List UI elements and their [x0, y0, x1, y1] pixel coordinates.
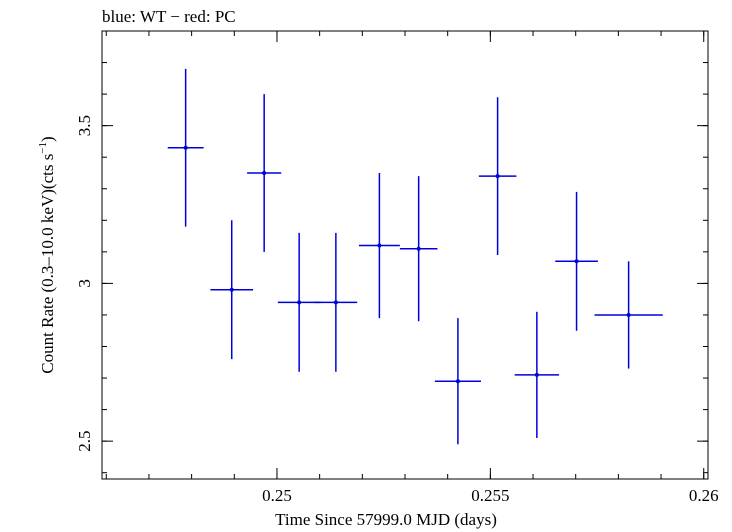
- data-point: [210, 220, 254, 360]
- point-marker: [534, 372, 539, 377]
- data-point: [514, 311, 560, 438]
- y-axis-label-close: ): [38, 136, 57, 142]
- plot-frame: [101, 30, 709, 480]
- data-point: [594, 261, 663, 369]
- data-point: [247, 94, 282, 252]
- chart-title: blue: WT − red: PC: [102, 7, 236, 26]
- y-tick-label: 3.5: [75, 115, 94, 136]
- data-point: [478, 97, 517, 255]
- y-axis-label-exponent: −1: [37, 142, 49, 154]
- data-point: [277, 232, 321, 372]
- point-marker: [377, 243, 382, 248]
- data-point: [434, 318, 481, 445]
- x-axis-label: Time Since 57999.0 MJD (days): [275, 510, 497, 529]
- point-marker: [229, 287, 234, 292]
- axis-ticks: [102, 30, 708, 479]
- data-point: [358, 172, 400, 319]
- point-marker: [333, 300, 338, 305]
- point-marker: [455, 379, 460, 384]
- data-point: [167, 68, 204, 227]
- data-points: [167, 68, 663, 445]
- point-marker: [183, 145, 188, 150]
- point-marker: [297, 300, 302, 305]
- point-marker: [574, 259, 579, 264]
- x-tick-label: 0.255: [471, 486, 509, 505]
- x-tick-label: 0.26: [689, 486, 719, 505]
- data-point: [555, 191, 598, 331]
- data-point: [314, 232, 358, 372]
- data-point: [399, 176, 438, 322]
- y-tick-label: 2.5: [75, 431, 94, 452]
- y-axis-label-main: Count Rate (0.3–10.0 keV)(cts s: [38, 154, 57, 374]
- y-tick-label: 3: [75, 279, 94, 288]
- point-marker: [416, 246, 421, 251]
- point-marker: [495, 174, 500, 179]
- point-marker: [626, 312, 631, 317]
- x-tick-label: 0.25: [262, 486, 292, 505]
- point-marker: [262, 170, 267, 175]
- tick-labels: 0.25 0.255 0.26 2.5 3 3.5: [75, 115, 719, 505]
- y-axis-label: Count Rate (0.3–10.0 keV)(cts s−1): [37, 136, 57, 373]
